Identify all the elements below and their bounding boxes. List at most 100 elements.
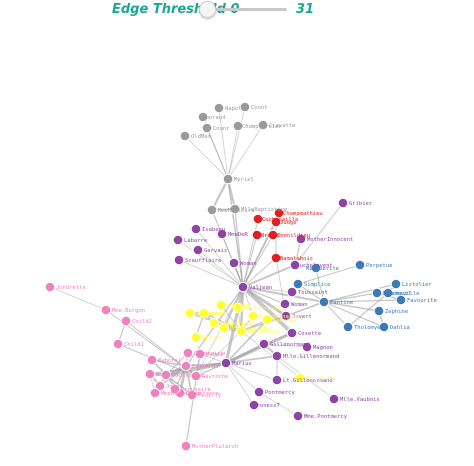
graph-node[interactable] xyxy=(216,228,228,240)
graph-node[interactable] xyxy=(280,310,292,322)
graph-node[interactable] xyxy=(390,278,402,290)
graph-node[interactable] xyxy=(144,368,156,380)
graph-node[interactable] xyxy=(215,299,227,311)
graph-node[interactable] xyxy=(184,307,196,319)
graph-link xyxy=(220,304,242,332)
graph-node[interactable] xyxy=(213,102,225,114)
graph-node[interactable] xyxy=(294,372,306,384)
graph-node[interactable] xyxy=(186,389,198,401)
graph-node[interactable] xyxy=(149,387,161,399)
graph-node[interactable] xyxy=(252,213,264,225)
graph-link xyxy=(297,264,361,285)
graph-node[interactable] xyxy=(192,244,204,256)
graph-node[interactable] xyxy=(44,281,56,293)
graph-node-label: Prouvaire xyxy=(181,387,211,393)
graph-node[interactable] xyxy=(218,322,230,334)
graph-node[interactable] xyxy=(292,278,304,290)
graph-node-label: Count xyxy=(251,105,268,111)
graph-node[interactable] xyxy=(371,287,383,299)
graph-node[interactable] xyxy=(208,317,220,329)
graph-node-label: MmeThenardier xyxy=(230,326,274,332)
graph-node[interactable] xyxy=(197,111,209,123)
graph-node[interactable] xyxy=(328,393,340,405)
edge-threshold-slider-track[interactable] xyxy=(205,8,287,11)
graph-node[interactable] xyxy=(310,262,322,274)
graph-node[interactable] xyxy=(292,410,304,422)
graph-node[interactable] xyxy=(112,338,124,350)
graph-node[interactable] xyxy=(180,440,192,452)
graph-node[interactable] xyxy=(267,229,279,241)
graph-node[interactable] xyxy=(160,369,172,381)
edge-threshold-slider-thumb[interactable] xyxy=(199,1,216,18)
graph-node[interactable] xyxy=(378,321,390,333)
graph-node[interactable] xyxy=(354,259,366,271)
graph-node[interactable] xyxy=(286,286,298,298)
graph-node-label: Perpetue xyxy=(366,263,393,269)
graph-node[interactable] xyxy=(100,304,112,316)
graph-node[interactable] xyxy=(373,305,385,317)
graph-node[interactable] xyxy=(301,341,313,353)
graph-node[interactable] xyxy=(257,119,269,131)
graph-node[interactable] xyxy=(337,197,349,209)
graph-node[interactable] xyxy=(190,223,202,235)
graph-node[interactable] xyxy=(251,229,263,241)
graph-node[interactable] xyxy=(239,101,251,113)
graph-node[interactable] xyxy=(232,302,244,314)
graph-node[interactable] xyxy=(120,315,132,327)
graph-node[interactable] xyxy=(289,259,301,271)
graph-node[interactable] xyxy=(247,310,259,322)
graph-node-label: Simplice xyxy=(304,282,331,288)
graph-node-label: Cochepaille xyxy=(262,217,298,223)
edge-threshold-control: Edge Threshold 0 31 xyxy=(0,0,474,22)
graph-node[interactable] xyxy=(198,307,210,319)
graph-node[interactable] xyxy=(382,287,394,299)
graph-node-label: Gueulemer xyxy=(196,311,226,317)
graph-node[interactable] xyxy=(248,399,260,411)
graph-node-label: Fameuil xyxy=(388,291,411,297)
graph-node[interactable] xyxy=(180,360,192,372)
graph-link xyxy=(347,292,389,328)
graph-node[interactable] xyxy=(172,234,184,246)
graph-node[interactable] xyxy=(258,338,270,350)
graph-node[interactable] xyxy=(318,296,330,308)
graph-node[interactable] xyxy=(206,204,218,216)
graph-node-label: Boulatruelle xyxy=(244,306,284,312)
graph-node[interactable] xyxy=(190,370,202,382)
graph-node[interactable] xyxy=(342,321,354,333)
graph-node[interactable] xyxy=(271,374,283,386)
graph-node[interactable] xyxy=(286,327,298,339)
graph-node[interactable] xyxy=(237,281,249,293)
graph-node[interactable] xyxy=(235,325,247,337)
graph-node[interactable] xyxy=(190,331,202,343)
graph-node[interactable] xyxy=(232,120,244,132)
graph-node[interactable] xyxy=(169,383,181,395)
graph-node[interactable] xyxy=(270,216,282,228)
graph-link xyxy=(285,301,325,317)
graph-node[interactable] xyxy=(228,257,240,269)
graph-node[interactable] xyxy=(261,314,273,326)
graph-node[interactable] xyxy=(229,203,241,215)
graph-node[interactable] xyxy=(253,386,265,398)
graph-node[interactable] xyxy=(182,347,194,359)
graph-node[interactable] xyxy=(271,350,283,362)
graph-nodes[interactable] xyxy=(44,101,407,452)
graph-node[interactable] xyxy=(295,233,307,245)
graph-node[interactable] xyxy=(270,252,282,264)
graph-node-label: MmeMagloire xyxy=(218,208,254,214)
graph-node[interactable] xyxy=(179,130,191,142)
graph-node[interactable] xyxy=(146,354,158,366)
graph-node[interactable] xyxy=(201,122,213,134)
graph-link xyxy=(225,342,265,365)
graph-node[interactable] xyxy=(194,348,206,360)
graph-node-label: Favourite xyxy=(407,298,437,304)
graph-node-label: Chenildieu xyxy=(277,233,310,239)
graph-node[interactable] xyxy=(279,298,291,310)
graph-node[interactable] xyxy=(220,357,232,369)
graph-node[interactable] xyxy=(222,173,234,185)
graph-link xyxy=(178,259,244,288)
graph-node-label: Labarre xyxy=(184,238,207,244)
graph-node[interactable] xyxy=(173,254,185,266)
graph-node-label: Dahlia xyxy=(390,325,410,331)
graph-node[interactable] xyxy=(395,294,407,306)
